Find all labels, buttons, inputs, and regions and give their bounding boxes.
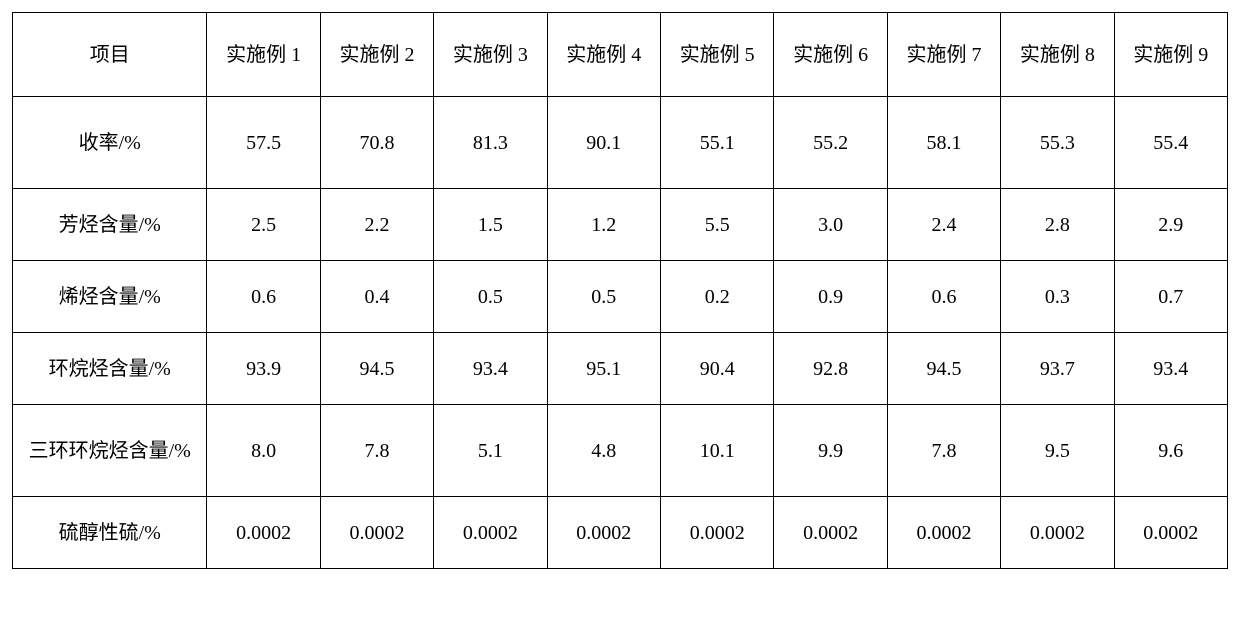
table-cell: 1.2: [547, 189, 660, 261]
header-cell-project: 项目: [13, 13, 207, 97]
table-cell: 0.6: [887, 261, 1000, 333]
table-row: 收率/% 57.5 70.8 81.3 90.1 55.1 55.2 58.1 …: [13, 97, 1228, 189]
table-cell: 0.0002: [1001, 497, 1114, 569]
table-cell: 55.1: [661, 97, 774, 189]
row-label: 烯烃含量/%: [13, 261, 207, 333]
header-cell-ex5: 实施例 5: [661, 13, 774, 97]
table-cell: 5.1: [434, 405, 547, 497]
table-cell: 3.0: [774, 189, 887, 261]
table-cell: 0.4: [320, 261, 433, 333]
header-cell-ex2: 实施例 2: [320, 13, 433, 97]
row-label: 收率/%: [13, 97, 207, 189]
table-row: 烯烃含量/% 0.6 0.4 0.5 0.5 0.2 0.9 0.6 0.3 0…: [13, 261, 1228, 333]
table-cell: 0.0002: [661, 497, 774, 569]
table-cell: 93.4: [1114, 333, 1227, 405]
table-cell: 8.0: [207, 405, 320, 497]
table-cell: 2.4: [887, 189, 1000, 261]
table-cell: 5.5: [661, 189, 774, 261]
table-cell: 9.5: [1001, 405, 1114, 497]
header-cell-ex9: 实施例 9: [1114, 13, 1227, 97]
header-cell-ex6: 实施例 6: [774, 13, 887, 97]
row-label: 硫醇性硫/%: [13, 497, 207, 569]
table-cell: 0.0002: [774, 497, 887, 569]
table-cell: 9.9: [774, 405, 887, 497]
table-cell: 55.4: [1114, 97, 1227, 189]
table-cell: 0.5: [434, 261, 547, 333]
table-cell: 2.9: [1114, 189, 1227, 261]
table-body: 收率/% 57.5 70.8 81.3 90.1 55.1 55.2 58.1 …: [13, 97, 1228, 569]
row-label: 芳烃含量/%: [13, 189, 207, 261]
table-cell: 90.4: [661, 333, 774, 405]
table-cell: 0.6: [207, 261, 320, 333]
table-cell: 55.2: [774, 97, 887, 189]
table-cell: 93.9: [207, 333, 320, 405]
table-cell: 57.5: [207, 97, 320, 189]
table-cell: 0.7: [1114, 261, 1227, 333]
table-cell: 0.0002: [887, 497, 1000, 569]
table-cell: 58.1: [887, 97, 1000, 189]
table-row: 芳烃含量/% 2.5 2.2 1.5 1.2 5.5 3.0 2.4 2.8 2…: [13, 189, 1228, 261]
table-cell: 2.2: [320, 189, 433, 261]
table-cell: 2.5: [207, 189, 320, 261]
table-cell: 55.3: [1001, 97, 1114, 189]
row-label: 三环环烷烃含量/%: [13, 405, 207, 497]
table-cell: 2.8: [1001, 189, 1114, 261]
table-cell: 95.1: [547, 333, 660, 405]
table-cell: 7.8: [887, 405, 1000, 497]
header-cell-ex7: 实施例 7: [887, 13, 1000, 97]
table-cell: 0.5: [547, 261, 660, 333]
row-label: 环烷烃含量/%: [13, 333, 207, 405]
header-cell-ex8: 实施例 8: [1001, 13, 1114, 97]
table-cell: 0.3: [1001, 261, 1114, 333]
table-cell: 7.8: [320, 405, 433, 497]
table-cell: 0.0002: [320, 497, 433, 569]
header-cell-ex3: 实施例 3: [434, 13, 547, 97]
table-cell: 93.4: [434, 333, 547, 405]
table-header-row: 项目 实施例 1 实施例 2 实施例 3 实施例 4 实施例 5 实施例 6 实…: [13, 13, 1228, 97]
table-cell: 9.6: [1114, 405, 1227, 497]
table-cell: 81.3: [434, 97, 547, 189]
table-row: 硫醇性硫/% 0.0002 0.0002 0.0002 0.0002 0.000…: [13, 497, 1228, 569]
table-cell: 0.0002: [547, 497, 660, 569]
table-cell: 0.0002: [434, 497, 547, 569]
table-cell: 92.8: [774, 333, 887, 405]
table-cell: 70.8: [320, 97, 433, 189]
table-cell: 0.2: [661, 261, 774, 333]
table-cell: 93.7: [1001, 333, 1114, 405]
table-row: 环烷烃含量/% 93.9 94.5 93.4 95.1 90.4 92.8 94…: [13, 333, 1228, 405]
header-cell-ex1: 实施例 1: [207, 13, 320, 97]
table-cell: 94.5: [887, 333, 1000, 405]
table-cell: 4.8: [547, 405, 660, 497]
table-cell: 0.9: [774, 261, 887, 333]
table-cell: 1.5: [434, 189, 547, 261]
header-cell-ex4: 实施例 4: [547, 13, 660, 97]
data-table: 项目 实施例 1 实施例 2 实施例 3 实施例 4 实施例 5 实施例 6 实…: [12, 12, 1228, 569]
table-cell: 0.0002: [1114, 497, 1227, 569]
table-cell: 10.1: [661, 405, 774, 497]
table-cell: 90.1: [547, 97, 660, 189]
table-cell: 94.5: [320, 333, 433, 405]
table-cell: 0.0002: [207, 497, 320, 569]
table-row: 三环环烷烃含量/% 8.0 7.8 5.1 4.8 10.1 9.9 7.8 9…: [13, 405, 1228, 497]
